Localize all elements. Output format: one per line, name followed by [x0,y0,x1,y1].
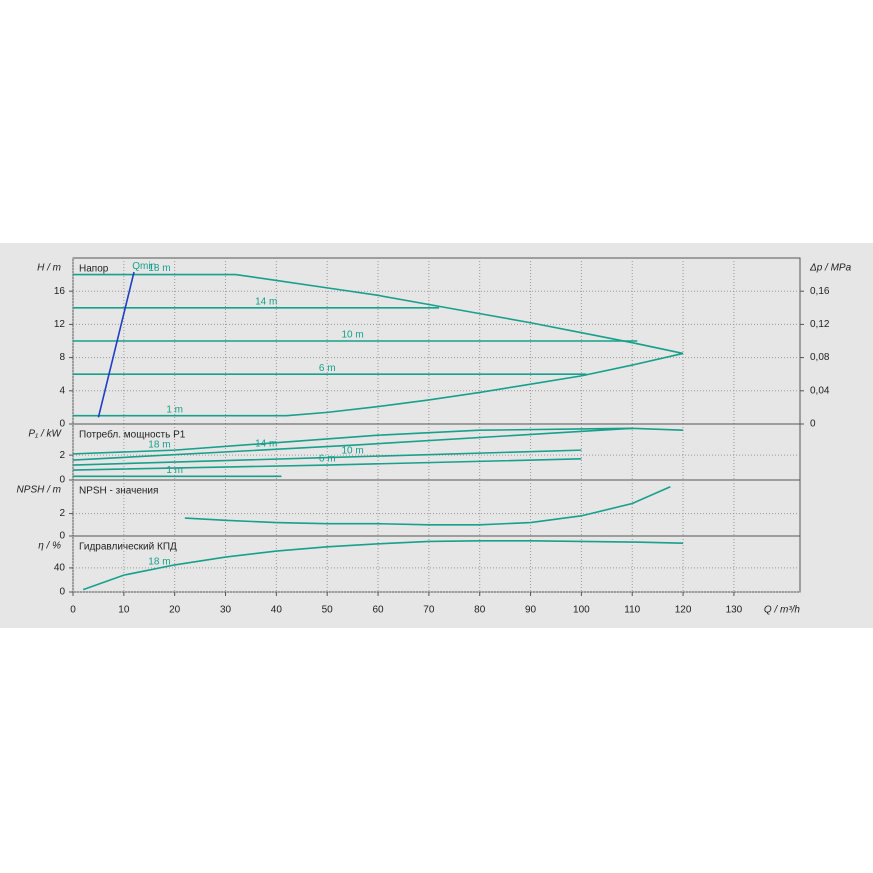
y2-axis-label: Δp / MPa [809,263,852,274]
y-tick-label: 8 [59,352,65,363]
curve [72,449,582,466]
x-tick-label: 130 [726,605,743,616]
y-axis-label: NPSH / m [17,485,61,496]
y-axis-label: H / m [37,263,61,274]
panel-title: Гидравлический КПД [79,542,177,553]
curve-label: 6 m [319,454,336,465]
panel-title: Потребл. мощность P1 [79,429,186,441]
y2-tick-label: 0,16 [810,286,830,297]
curve-label: 18 m [148,439,170,450]
curve [82,540,684,591]
y-tick-label: 0 [59,587,65,598]
y-tick-label: 0 [59,475,65,486]
curve [72,427,633,461]
curve-label: 10 m [341,330,363,341]
panel-title: NPSH - значения [79,486,158,497]
y-tick-label: 0 [59,419,65,430]
y-tick-label: 12 [54,319,66,330]
x-tick-label: 60 [372,605,384,616]
y-tick-label: 2 [59,450,65,461]
x-axis-label: Q / m³/h [764,605,801,616]
y-tick-label: 0 [59,531,65,542]
y-tick-label: 40 [54,563,66,574]
x-tick-label: 90 [525,605,537,616]
curve [73,352,684,417]
curve-label: Qmin [132,261,156,272]
curve-label: 10 m [341,445,363,456]
y-axis-label: P₁ / kW [28,429,62,440]
y2-tick-label: 0 [810,419,816,430]
curve-label: 14 m [255,296,277,307]
curve-label: 1 m [166,465,183,476]
x-tick-label: 110 [624,605,640,616]
y-tick-label: 4 [59,385,65,396]
curve-label: 6 m [319,363,336,374]
x-tick-label: 10 [118,605,130,616]
x-tick-label: 50 [322,605,334,616]
y2-tick-label: 0,08 [810,352,830,363]
panel-title: Напор [79,264,109,275]
x-tick-label: 120 [675,605,692,616]
curve [73,273,684,355]
x-tick-label: 100 [573,605,590,616]
curve-label: 18 m [148,263,170,274]
curve-label: 1 m [166,404,183,415]
y-axis-label: η / % [38,541,61,552]
x-tick-label: 40 [271,605,283,616]
x-tick-label: 30 [220,605,232,616]
curve-label: 18 m [148,557,170,568]
y-tick-label: 16 [54,286,66,297]
x-tick-label: 70 [423,605,435,616]
x-tick-label: 80 [474,605,486,616]
curve [97,271,135,418]
y2-tick-label: 0,04 [810,385,830,396]
y2-tick-label: 0,12 [810,319,830,330]
curve [72,458,582,471]
curve-label: 14 m [255,438,277,449]
x-tick-label: 20 [169,605,181,616]
y-tick-label: 2 [59,508,65,519]
x-tick-label: 0 [70,605,76,616]
curve [184,485,671,526]
